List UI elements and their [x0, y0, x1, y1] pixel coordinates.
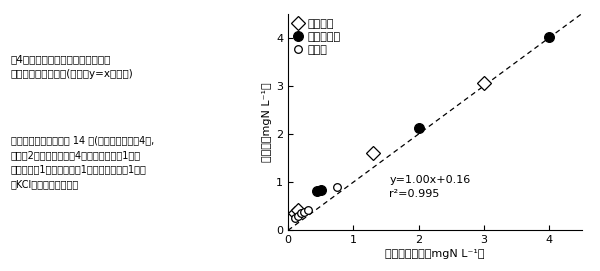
Text: y=1.00x+0.16
r²=0.995: y=1.00x+0.16 r²=0.995 [389, 175, 470, 199]
X-axis label: 水蔓気蔓留法（mgN L⁻¹）: 水蔓気蔓留法（mgN L⁻¹） [385, 249, 485, 259]
Y-axis label: 提案法（mgN L⁻¹）: 提案法（mgN L⁻¹） [262, 82, 272, 162]
Text: 九州・沖縄地域の土壌 14 点(腐植質黒ボク土4点,
黄色土2点，灰色低地土4点，褐色低地土1点，
島尻マージ1点，暗赤色土1点，ジャーガル1点）
のKCl抜出: 九州・沖縄地域の土壌 14 点(腐植質黒ボク土4点, 黄色土2点，灰色低地土4点… [11, 136, 154, 189]
Text: 围4　提案法と水蔓気蔓留法による
　　　測定値の比較(破線はy=xの直線): 围4 提案法と水蔓気蔓留法による 測定値の比較(破線はy=xの直線) [11, 54, 134, 79]
Legend: 黒ボク土, 灰色低地土, その他: 黒ボク土, 灰色低地土, その他 [292, 17, 343, 57]
